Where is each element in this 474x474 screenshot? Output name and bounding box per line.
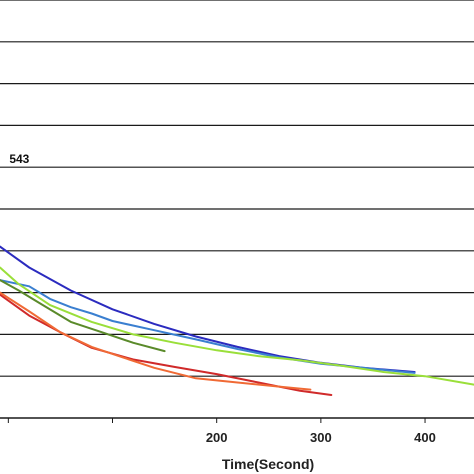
gridlines: [0, 0, 474, 377]
series-line-3: [0, 266, 474, 386]
x-axis-title: Time(Second): [222, 456, 314, 472]
series-group: [0, 245, 474, 396]
x-tick-label: 300: [310, 430, 332, 445]
series-line-6: [0, 291, 312, 391]
series-line-2: [0, 279, 416, 374]
x-tick-label: 400: [414, 430, 436, 445]
x-ticks: 200 300 400: [7, 418, 436, 445]
series-line-4: [0, 279, 166, 353]
annotation-label: 543: [9, 152, 29, 166]
x-tick-label: 200: [206, 430, 228, 445]
